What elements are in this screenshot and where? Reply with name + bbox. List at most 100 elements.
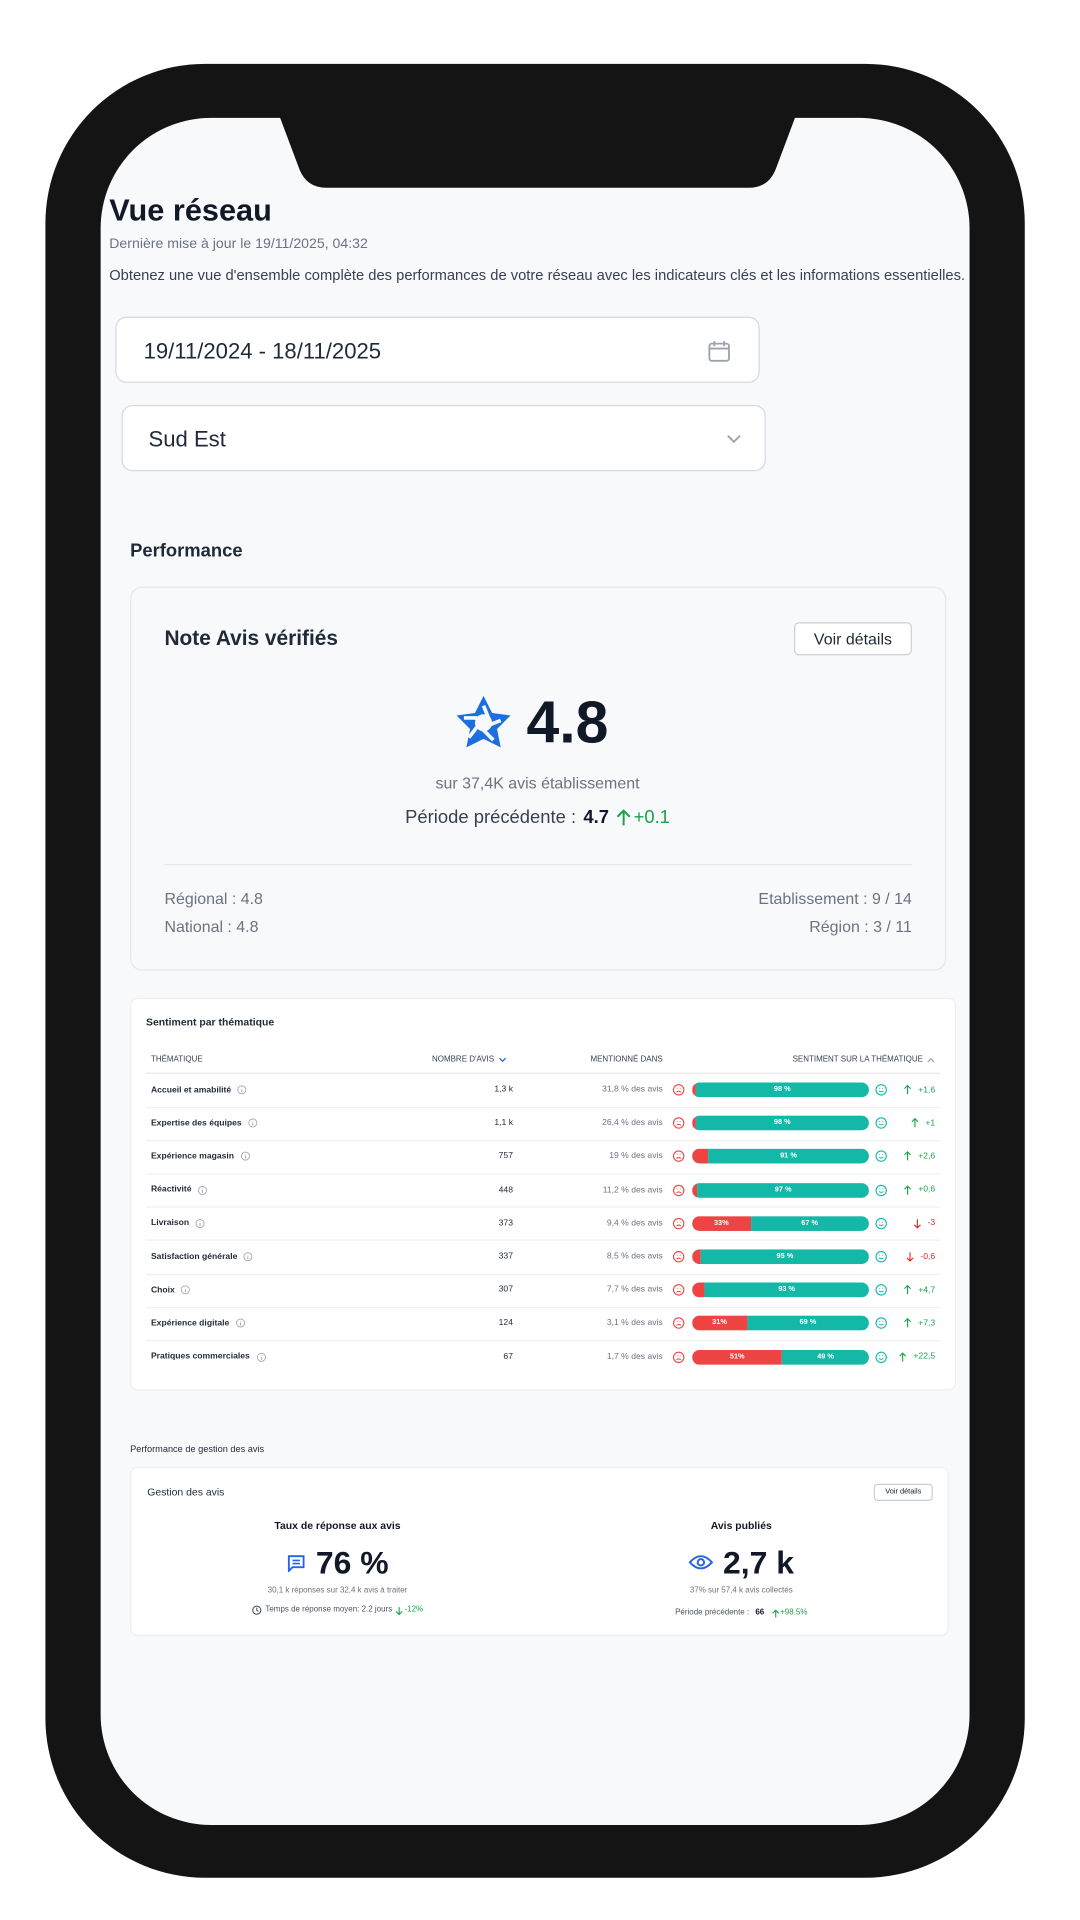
region-rank: Région : 3 / 11 (809, 917, 912, 936)
arrow (899, 1351, 907, 1362)
column-header[interactable]: SENTIMENT SUR LA THÉMATIQUE (793, 1056, 936, 1064)
header-rule (146, 1072, 941, 1074)
kpi-value: 2,7 k (722, 1543, 794, 1581)
delta: -0,6 (920, 1252, 936, 1262)
column-header[interactable]: NOMBRE D'AVIS (432, 1056, 506, 1064)
happy-icon (875, 1351, 887, 1363)
face (875, 1217, 887, 1230)
delta: +22,5 (913, 1352, 936, 1362)
positive-label: 97 % (774, 1186, 792, 1194)
previous-period: Période précédente : 4.7 +0.1 (405, 808, 670, 826)
theme-cell: Accueil et amabilité (151, 1085, 247, 1095)
mouth (878, 1290, 884, 1293)
delta: +1,6 (918, 1085, 936, 1095)
negative-segment: 31% (692, 1316, 747, 1331)
face (875, 1284, 887, 1296)
info-icon (181, 1285, 191, 1295)
info-icon (240, 1152, 250, 1162)
response-time-label: Temps de réponse moyen: 2.2 jours (265, 1604, 393, 1614)
mouth (878, 1090, 884, 1093)
info-icon (248, 1118, 258, 1128)
negative-segment (692, 1082, 696, 1098)
row-rule (146, 1106, 941, 1108)
info-circle (237, 1085, 247, 1095)
last-update: Dernière mise à jour le 19/11/2025, 04:3… (109, 237, 368, 252)
arrow-up (904, 1185, 912, 1195)
sentiment-bar: 98 % (692, 1115, 869, 1131)
details-button[interactable]: Voir détails (794, 622, 912, 656)
delta: +0,6 (918, 1185, 936, 1195)
negative-segment (692, 1149, 709, 1164)
region-value: Sud Est (148, 427, 226, 452)
sort-asc (927, 1058, 935, 1063)
info-circle (240, 1152, 250, 1162)
negative-label: 33% (713, 1219, 729, 1228)
negative-segment (692, 1115, 696, 1131)
mentioned: 9,4 % des avis (606, 1219, 663, 1228)
sentiment-bar: 91 % (692, 1149, 869, 1164)
face (672, 1251, 685, 1263)
mentioned: 19 % des avis (609, 1152, 663, 1161)
mentioned: 31,8 % des avis (602, 1085, 663, 1095)
delta-cell: +2,6 (903, 1151, 935, 1162)
mouth (878, 1223, 884, 1226)
mentioned: 11,2 % des avis (602, 1185, 663, 1195)
mentioned: 3,1 % des avis (606, 1319, 663, 1328)
card-title: Note Avis vérifiés (164, 626, 339, 650)
response-time: Temps de réponse moyen: 2.2 jours -12% (252, 1605, 423, 1615)
mouth (676, 1324, 682, 1327)
mouth (878, 1357, 884, 1360)
positive-segment: 69 % (746, 1316, 869, 1331)
sentiment-title: Sentiment par thématique (146, 1015, 275, 1029)
details-button[interactable]: Voir détails (873, 1483, 933, 1501)
mouth (676, 1291, 682, 1293)
theme: Pratiques commerciales (150, 1352, 250, 1362)
sentiment-bar: 95 % (692, 1249, 869, 1265)
previous-delta: +98.5% (780, 1608, 808, 1618)
arrow (904, 1084, 912, 1095)
mouth (676, 1357, 682, 1360)
positive-segment: 95 % (701, 1249, 869, 1265)
date-picker[interactable]: 19/11/2024 - 18/11/2025 (115, 316, 760, 383)
delta-cell: +4,7 (903, 1285, 935, 1295)
theme: Expérience magasin (150, 1152, 235, 1161)
info-icon (256, 1352, 266, 1362)
arrow-down (906, 1252, 914, 1262)
face (672, 1317, 685, 1330)
negative-segment (692, 1249, 702, 1265)
regional: Régional : 4.8 (164, 889, 263, 908)
negative-segment (692, 1282, 705, 1298)
sentiment-bar: 51% 49 % (692, 1349, 869, 1365)
theme-cell: Expérience magasin (151, 1152, 250, 1162)
rating-card (130, 586, 947, 971)
mouth (878, 1123, 884, 1126)
review-count: 337 (498, 1252, 513, 1262)
chevron-down (727, 435, 741, 444)
establishment-rank: Etablissement : 9 / 14 (758, 889, 912, 908)
face (875, 1150, 887, 1163)
date-range: 19/11/2024 - 18/11/2025 (143, 338, 382, 364)
column-header: THÉMATIQUE (150, 1055, 203, 1064)
face (672, 1284, 685, 1296)
theme-cell: Expérience digitale (151, 1318, 245, 1329)
delta-cell: +7,3 (903, 1318, 935, 1329)
happy-icon (875, 1217, 887, 1230)
happy-icon (875, 1184, 887, 1196)
row-rule (146, 1240, 941, 1242)
arrow (904, 1285, 912, 1295)
negative-segment (692, 1182, 698, 1198)
row-rule (146, 1340, 941, 1342)
sad-icon (672, 1184, 685, 1196)
section-title: Performance de gestion des avis (130, 1443, 265, 1455)
happy-icon (875, 1117, 887, 1129)
happy-icon (875, 1150, 887, 1163)
sentiment-bar: 93 % (692, 1282, 869, 1298)
positive-label: 98 % (773, 1119, 791, 1127)
mentioned: 1,7 % des avis (606, 1352, 663, 1362)
region-select[interactable]: Sud Est (121, 404, 766, 472)
sad-icon (672, 1117, 685, 1129)
positive-segment: 67 % (750, 1215, 869, 1231)
info-circle (256, 1352, 266, 1362)
theme-cell: Pratiques commerciales (151, 1352, 266, 1362)
mentioned: 7,7 % des avis (606, 1285, 663, 1295)
